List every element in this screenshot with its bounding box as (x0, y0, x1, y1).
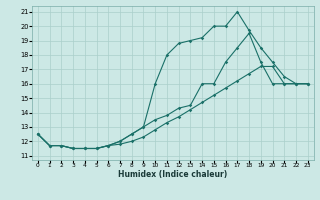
X-axis label: Humidex (Indice chaleur): Humidex (Indice chaleur) (118, 170, 228, 179)
